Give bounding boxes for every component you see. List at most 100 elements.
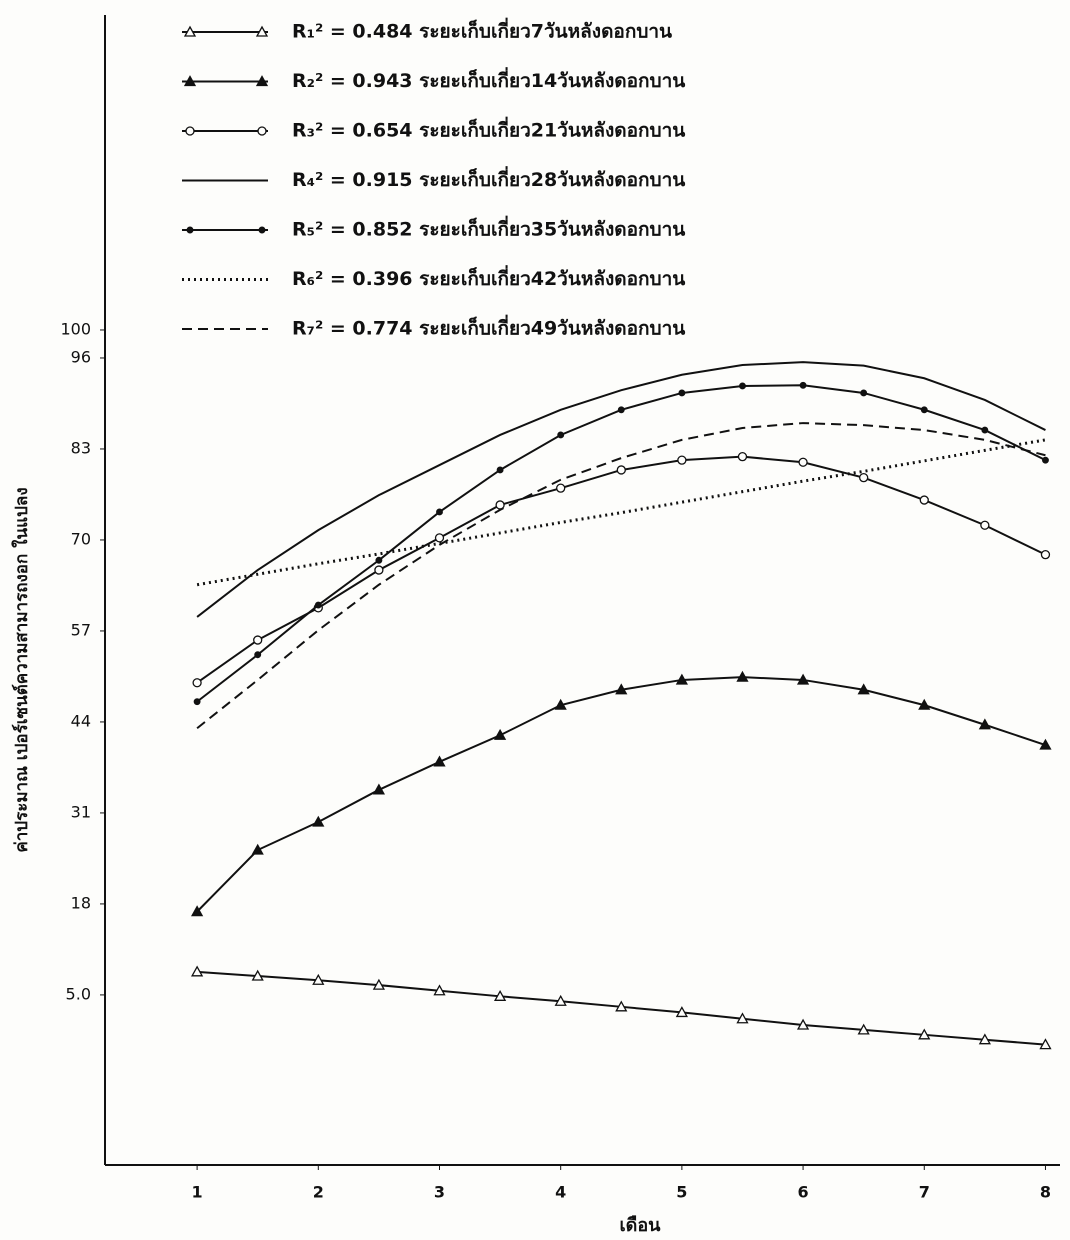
legend-label: R₅² = 0.852 ระยะเก็บเกี่ยว35วันหลังดอกบา… [292, 216, 685, 241]
marker [918, 698, 931, 710]
x-tick-label: 4 [555, 1183, 566, 1202]
marker [675, 1006, 688, 1018]
series-line [196, 361, 1046, 618]
marker [434, 533, 445, 543]
y-tick-label: 83 [71, 438, 91, 457]
legend-label: R₆² = 0.396 ระยะเก็บเกี่ยว42วันหลังดอกบา… [292, 265, 685, 290]
y-tick-label: 96 [71, 347, 91, 366]
marker [739, 382, 746, 390]
marker [799, 381, 807, 389]
x-tick-label: 1 [192, 1183, 203, 1202]
marker [191, 965, 204, 977]
y-tick-label: 44 [71, 711, 91, 730]
marker [192, 678, 202, 688]
marker [251, 969, 264, 981]
marker [980, 520, 990, 530]
marker [798, 457, 808, 467]
x-axis-label: เดือน [620, 1215, 662, 1236]
marker [554, 994, 567, 1006]
legend-label: R₄² = 0.915 ระยะเก็บเกี่ยว28วันหลังดอกบา… [292, 166, 685, 191]
y-tick-label: 18 [71, 893, 91, 912]
marker [981, 426, 989, 434]
marker [254, 651, 262, 659]
marker [978, 1033, 991, 1045]
marker [736, 1012, 749, 1024]
marker [312, 815, 325, 827]
legend-label: R₁² = 0.484 ระยะเก็บเกี่ยว7วันหลังดอกบาน [292, 18, 672, 43]
marker [372, 783, 386, 795]
marker [677, 455, 687, 465]
y-tick-label: 57 [71, 620, 91, 639]
series-line [196, 384, 1046, 703]
legend-label: R₇² = 0.774 ระยะเก็บเกี่ยว49วันหลังดอกบา… [292, 315, 685, 340]
marker [255, 25, 269, 37]
marker [493, 989, 507, 1001]
marker [183, 25, 197, 37]
marker [675, 673, 688, 685]
marker [920, 406, 928, 414]
marker [678, 389, 686, 397]
marker [554, 698, 567, 710]
series-line [196, 422, 1046, 730]
y-tick-label: 31 [71, 802, 91, 821]
x-tick-label: 2 [313, 1183, 324, 1202]
marker [796, 1018, 810, 1030]
marker [919, 495, 929, 505]
marker [183, 75, 197, 87]
series-line [196, 676, 1046, 913]
x-tick-label: 3 [434, 1183, 445, 1202]
marker [736, 670, 749, 682]
marker [193, 698, 201, 706]
y-tick-label: 100 [60, 319, 91, 338]
x-tick-label: 8 [1040, 1183, 1051, 1202]
marker [255, 75, 269, 87]
legend-label: R₂² = 0.943 ระยะเก็บเกี่ยว14วันหลังดอกบา… [292, 67, 685, 92]
marker [185, 126, 195, 136]
legend-label: R₃² = 0.654 ระยะเก็บเกี่ยว21วันหลังดอกบา… [292, 117, 685, 142]
marker [375, 556, 383, 564]
marker [857, 683, 870, 695]
marker [258, 226, 266, 234]
marker [556, 483, 566, 493]
marker [616, 465, 626, 475]
marker [493, 728, 507, 740]
marker [312, 973, 325, 985]
y-tick-label: 70 [71, 529, 91, 548]
marker [253, 635, 263, 645]
marker [737, 452, 748, 462]
marker [1039, 1038, 1052, 1050]
marker [374, 565, 384, 575]
marker [314, 601, 322, 609]
marker [918, 1028, 931, 1040]
marker [1039, 738, 1052, 750]
marker [436, 508, 443, 516]
x-tick-label: 5 [676, 1183, 687, 1202]
marker [496, 466, 504, 474]
series-line [196, 455, 1046, 684]
marker [1040, 550, 1051, 560]
marker [433, 984, 446, 996]
y-axis-label: ค่าประมาณ เปอร์เซนต์ความสามารถงอก ในแปลง [11, 487, 32, 852]
marker [796, 673, 810, 685]
marker [372, 978, 386, 990]
marker [186, 226, 194, 234]
marker [557, 431, 565, 439]
marker [859, 473, 869, 483]
marker [615, 1000, 628, 1012]
marker [857, 1023, 870, 1035]
marker [978, 718, 991, 730]
marker [257, 126, 267, 136]
marker [860, 389, 868, 397]
marker [251, 843, 264, 855]
marker [1042, 456, 1049, 464]
x-tick-label: 6 [798, 1183, 809, 1202]
y-tick-label: 5.0 [66, 984, 91, 1003]
marker [433, 755, 446, 767]
marker [617, 406, 625, 414]
series-line [196, 438, 1046, 587]
marker [191, 905, 204, 917]
marker [615, 683, 628, 695]
x-tick-label: 7 [919, 1183, 930, 1202]
